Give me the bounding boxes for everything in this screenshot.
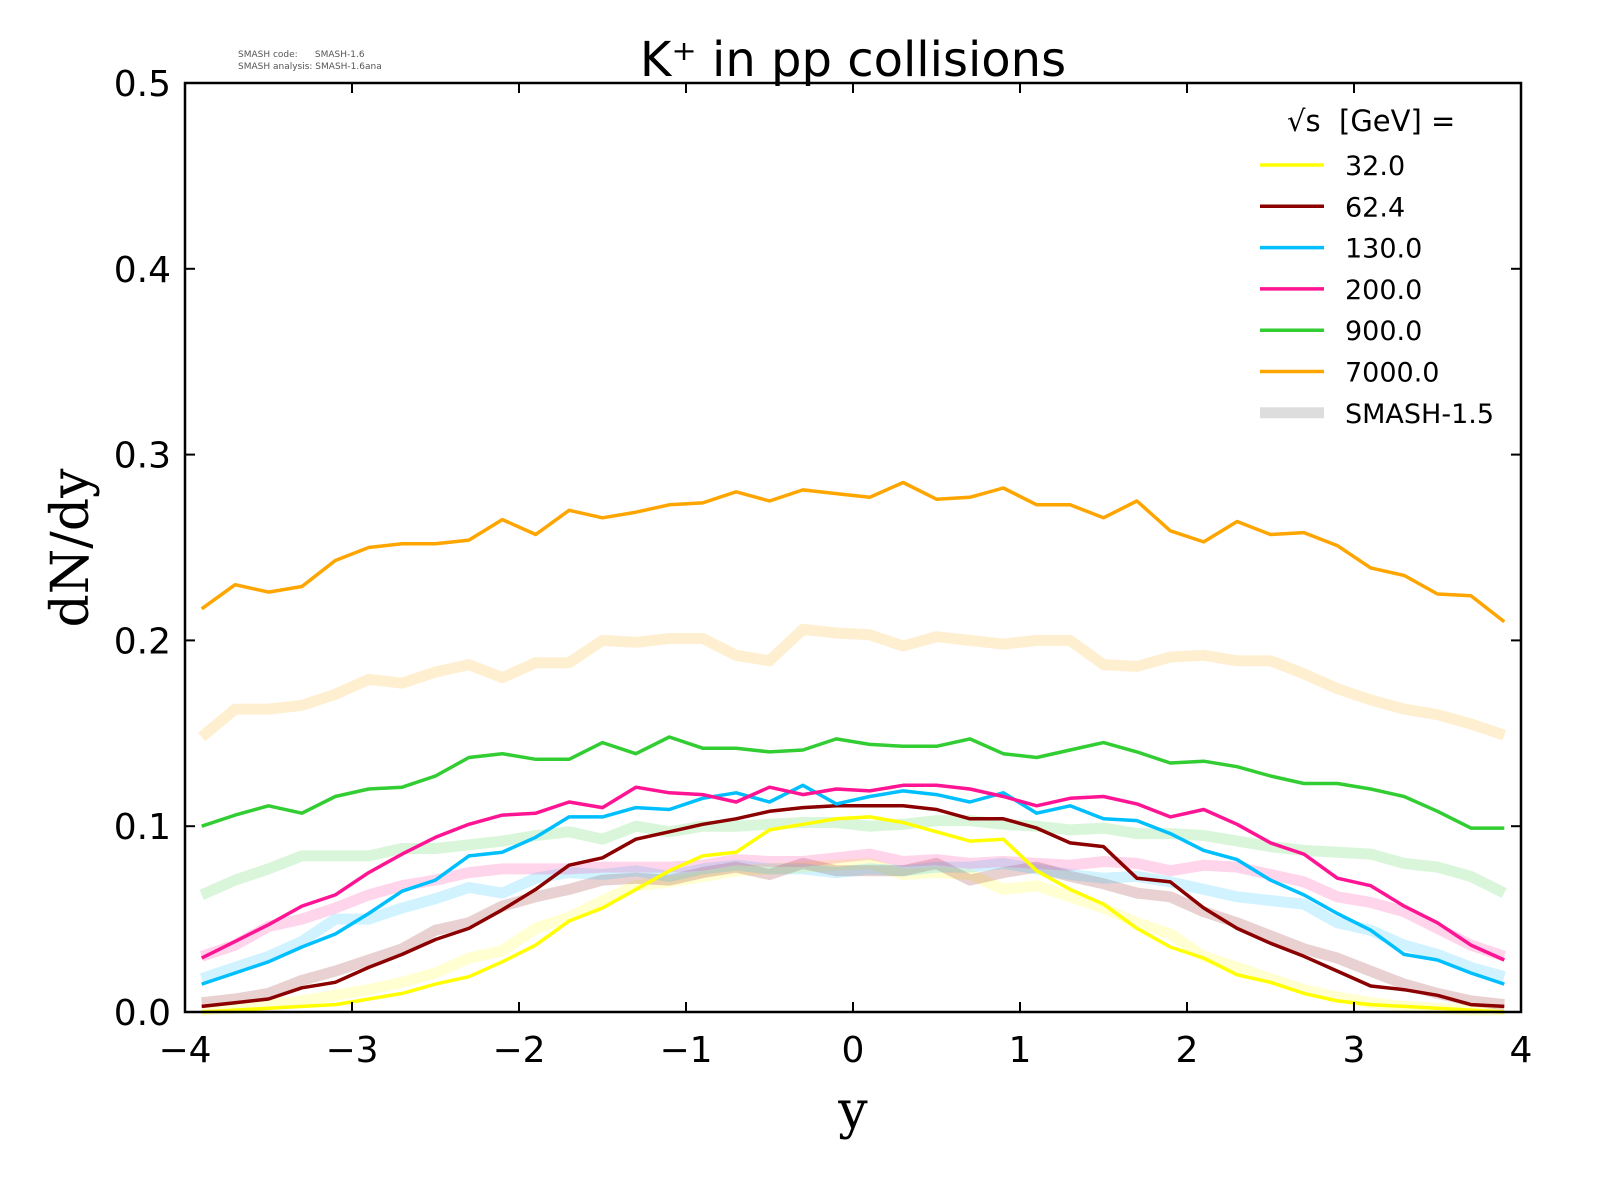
reference-line-7000.0 [198,623,1507,742]
y-axis-label: dN/dy [41,468,101,628]
x-tick-label: 0 [842,1030,865,1071]
reference-line-130.0 [199,857,1506,984]
x-tick-label: 4 [1510,1030,1533,1071]
legend-label: 130.0 [1345,234,1422,265]
y-tick-label: 0.5 [114,64,171,105]
reference-line-200.0 [199,848,1507,962]
x-tick-label: 2 [1176,1030,1199,1071]
x-tick-label: −3 [325,1030,378,1071]
version-info-line-2: SMASH analysis: SMASH-1.6ana [238,62,382,72]
axis-ticks: −4 −3 −2 −1 0 1 2 3 4 0.0 0.1 0.2 0.3 0.4 0.5 [114,64,1533,1071]
legend-label: 62.4 [1345,192,1405,223]
legend-label: SMASH-1.5 [1345,399,1494,430]
legend-label: 32.0 [1345,151,1405,182]
x-tick-label: 1 [1009,1030,1032,1071]
series-line-62.4 [201,804,1505,1009]
series-line-32.0 [201,815,1505,1014]
reference-series-group [198,623,1507,1016]
x-tick-label: −4 [158,1030,211,1071]
reference-line-32.0 [201,857,1505,1016]
y-tick-label: 0.1 [114,807,171,848]
y-tick-label: 0.0 [114,993,171,1034]
y-tick-label: 0.3 [114,436,171,477]
series-line-7000.0 [200,480,1506,624]
x-axis-label: y [837,1081,868,1141]
y-tick-label: 0.2 [114,621,171,662]
chart-title: K⁺ in pp collisions [640,32,1066,88]
x-tick-label: 3 [1343,1030,1366,1071]
series-line-200.0 [200,783,1506,962]
reference-line-62.4 [201,857,1505,1011]
legend-label: 200.0 [1345,275,1422,306]
x-tick-label: −1 [659,1030,712,1071]
legend-label: 900.0 [1345,316,1422,347]
legend-title: √s [GeV] = [1287,104,1455,138]
series-group [200,480,1506,1014]
series-line-130.0 [201,783,1505,986]
x-tick-label: −2 [492,1030,545,1071]
legend-label: 7000.0 [1345,358,1439,389]
series-line-900.0 [201,735,1505,830]
y-tick-label: 0.4 [114,250,171,291]
version-info-line-1: SMASH code: SMASH-1.6 [238,50,365,60]
legend: √s [GeV] = 32.0 62.4 130.0 200.0 900.0 7000.0… [1260,104,1494,430]
